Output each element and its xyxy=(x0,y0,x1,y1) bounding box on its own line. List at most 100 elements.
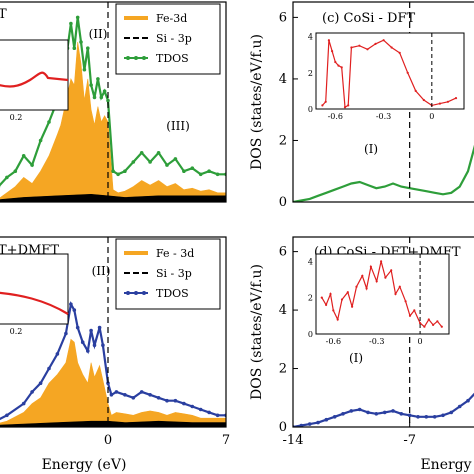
data-point xyxy=(106,98,110,103)
region-label: (III) xyxy=(166,119,190,133)
region-label: (I) xyxy=(364,142,378,156)
x-tick-label: 0 xyxy=(104,433,112,448)
series-area-si-3p xyxy=(0,193,226,202)
inset-data-point xyxy=(358,44,361,47)
data-point xyxy=(198,172,203,177)
data-point xyxy=(399,412,404,416)
y-tick-label: 6 xyxy=(279,10,287,25)
inset-x-tick-label: -0.3 xyxy=(376,112,391,121)
data-point xyxy=(72,46,77,50)
y-tick-label: 4 xyxy=(279,303,287,318)
inset-data-point xyxy=(337,64,340,67)
inset-y-tick-label: 2 xyxy=(308,69,313,78)
data-point xyxy=(324,417,329,422)
series-area-fe-3d xyxy=(0,41,226,202)
inset-x-tick-label: 0 xyxy=(418,337,423,346)
inset-data-point xyxy=(408,314,412,317)
inset-data-point xyxy=(382,39,385,42)
inset-frame xyxy=(0,253,69,325)
data-point xyxy=(299,423,304,427)
inset-frame xyxy=(315,32,465,110)
region-label: (II) xyxy=(92,264,111,278)
legend-label: Fe - 3d xyxy=(156,247,194,260)
legend-label: Si - 3p xyxy=(156,267,192,280)
data-point xyxy=(89,328,93,333)
inset-data-point xyxy=(404,300,407,303)
data-point xyxy=(341,412,345,416)
data-point xyxy=(139,390,144,394)
region-label: (I) xyxy=(349,351,363,365)
data-point xyxy=(21,401,26,406)
inset-frame xyxy=(0,39,69,111)
inset-y-tick-label: 4 xyxy=(308,33,313,42)
data-point xyxy=(416,415,420,419)
data-point xyxy=(96,77,100,81)
data-point xyxy=(75,15,80,20)
data-point xyxy=(156,396,161,400)
y-axis-title: DOS (states/eV/f.u) xyxy=(249,264,265,400)
inset-x-tick-label: 0.2 xyxy=(10,113,23,122)
data-point xyxy=(102,89,107,93)
data-point xyxy=(391,409,395,413)
inset-data-point xyxy=(350,46,353,49)
inset-y-tick-label: 2 xyxy=(308,294,313,303)
data-point xyxy=(89,83,93,87)
data-point xyxy=(374,412,379,416)
inset-data-point xyxy=(365,287,368,290)
data-point xyxy=(307,422,312,426)
region-label: (II) xyxy=(89,27,108,41)
inset-data-point xyxy=(336,318,339,321)
data-point xyxy=(357,407,362,412)
inset-data-point xyxy=(394,292,397,296)
data-point xyxy=(79,40,83,44)
data-point xyxy=(30,390,34,394)
data-point xyxy=(101,343,105,348)
inset-data-point xyxy=(355,285,358,288)
inset-x-tick-label: -0.6 xyxy=(328,112,343,121)
data-point xyxy=(86,349,90,353)
data-point xyxy=(131,396,136,400)
data-point xyxy=(215,413,220,418)
data-point xyxy=(64,331,68,336)
data-point xyxy=(82,67,87,72)
data-point xyxy=(38,381,43,386)
y-tick-label: 6 xyxy=(279,245,287,260)
inset-data-point xyxy=(329,292,332,296)
data-point xyxy=(466,398,470,403)
inset-data-point xyxy=(432,323,435,326)
legend-label: Si - 3p xyxy=(156,32,192,45)
inset-data-point xyxy=(398,285,401,288)
data-point xyxy=(148,393,152,397)
y-tick-label: 4 xyxy=(279,72,287,87)
data-point xyxy=(114,390,119,394)
panel-top-right: 0 2 4 6 DOS (states/eV/f.u) (c) CoSi - DFT (I)… xyxy=(249,1,474,210)
y-tick-label: 0 xyxy=(279,420,287,435)
data-point xyxy=(407,413,412,418)
inset-data-point xyxy=(440,325,443,328)
inset-data-point xyxy=(361,274,364,277)
data-point xyxy=(441,413,445,418)
data-point xyxy=(92,95,97,100)
inset-data-point xyxy=(423,325,426,328)
data-point xyxy=(424,415,429,419)
data-point xyxy=(139,151,144,155)
inset-data-point xyxy=(327,39,330,42)
inset-y-tick-label: 0 xyxy=(308,105,313,114)
inset-data-point xyxy=(351,305,354,308)
x-axis-title: Energy (eV) xyxy=(42,457,127,473)
y-tick-label: 2 xyxy=(279,133,287,148)
y-tick-label: 0 xyxy=(279,195,287,210)
data-point xyxy=(109,393,114,397)
inset-series-line xyxy=(0,291,69,315)
inset-data-point xyxy=(331,50,334,53)
data-point xyxy=(190,166,195,170)
data-point xyxy=(366,410,370,415)
axes-frame xyxy=(0,1,227,203)
inset-data-point xyxy=(384,276,387,279)
data-point xyxy=(80,340,85,345)
data-point xyxy=(38,138,43,143)
legend-label: Fe-3d xyxy=(156,12,187,25)
inset-data-point xyxy=(346,291,349,294)
